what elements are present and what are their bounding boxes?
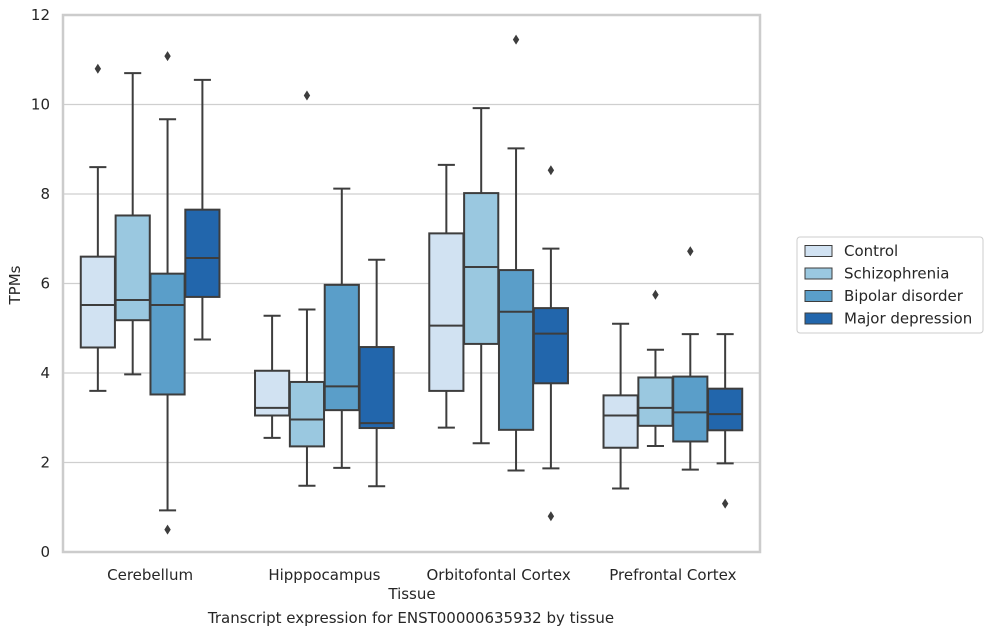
y-tick-label: 0 bbox=[40, 543, 50, 561]
box-group bbox=[323, 187, 360, 469]
box-iqr bbox=[463, 192, 500, 345]
box-iqr bbox=[497, 269, 535, 431]
box-group bbox=[637, 289, 674, 447]
box-group bbox=[428, 163, 465, 429]
box-group bbox=[532, 165, 569, 522]
box-group bbox=[288, 90, 326, 487]
box-plots bbox=[79, 34, 744, 535]
box-group bbox=[497, 34, 535, 472]
legend-label: Bipolar disorder bbox=[844, 287, 964, 305]
y-tick-label: 12 bbox=[31, 6, 50, 24]
box-group bbox=[463, 107, 500, 445]
legend-swatch bbox=[804, 267, 833, 280]
outlier-point bbox=[652, 289, 659, 300]
x-tick-label: Prefrontal Cortex bbox=[609, 566, 736, 584]
outlier-point bbox=[94, 63, 102, 74]
box-iqr bbox=[114, 214, 151, 322]
box-iqr bbox=[79, 255, 116, 349]
outlier-point bbox=[547, 165, 555, 176]
box-group bbox=[184, 78, 221, 341]
outlier-point bbox=[164, 524, 171, 535]
box-iqr bbox=[323, 283, 360, 412]
outlier-point bbox=[721, 498, 729, 509]
box-iqr bbox=[149, 272, 186, 396]
box-iqr bbox=[184, 208, 221, 298]
box-iqr bbox=[637, 376, 674, 427]
x-tick-label: Orbitofontal Cortex bbox=[427, 566, 571, 584]
y-tick-label: 10 bbox=[31, 96, 50, 114]
y-tick-label: 6 bbox=[40, 275, 50, 293]
box-group bbox=[707, 333, 744, 509]
x-tick-label: Cerebellum bbox=[107, 566, 193, 584]
box-group bbox=[602, 322, 639, 490]
x-axis-label: Tissue bbox=[387, 585, 435, 603]
chart-caption: Transcript expression for ENST0000063593… bbox=[207, 609, 615, 627]
legend-frame bbox=[796, 236, 984, 334]
plot-border bbox=[61, 13, 762, 554]
legend-label: Schizophrenia bbox=[844, 265, 949, 283]
outlier-point bbox=[687, 246, 694, 257]
y-axis-label: TPMs bbox=[6, 265, 24, 305]
x-tick-label: Hipppocampus bbox=[268, 566, 380, 584]
box-iqr bbox=[288, 380, 326, 448]
y-tick-label: 8 bbox=[40, 185, 50, 203]
legend-label: Control bbox=[844, 242, 898, 260]
y-tick-labels: 0 2 4 6 8 10 12 bbox=[31, 6, 50, 561]
x-tick-labels: Cerebellum Hipppocampus Orbitofontal Corte… bbox=[107, 566, 736, 584]
box-group bbox=[149, 51, 186, 535]
box-iqr bbox=[707, 387, 744, 432]
outlier-point bbox=[512, 34, 520, 45]
y-tick-label: 2 bbox=[40, 454, 50, 472]
box-iqr bbox=[672, 375, 709, 443]
legend-swatch bbox=[804, 290, 833, 302]
box-group bbox=[672, 246, 709, 471]
box-group bbox=[114, 72, 151, 376]
legend: Control Schizophrenia Bipolar disorder Majo… bbox=[796, 236, 984, 334]
outlier-point bbox=[303, 90, 311, 101]
y-tick-label: 4 bbox=[40, 364, 50, 382]
box-group bbox=[254, 314, 291, 439]
box-iqr bbox=[358, 346, 395, 430]
plot-frame bbox=[61, 13, 762, 554]
outlier-point bbox=[164, 51, 171, 62]
outlier-point bbox=[547, 511, 555, 522]
box-group bbox=[358, 258, 395, 488]
box-iqr bbox=[428, 232, 465, 392]
legend-swatch bbox=[804, 312, 833, 325]
legend-label: Major depression bbox=[844, 310, 972, 328]
box-group bbox=[79, 63, 116, 392]
legend-swatch bbox=[804, 245, 833, 257]
box-iqr bbox=[532, 307, 569, 385]
box-iqr bbox=[602, 394, 639, 449]
